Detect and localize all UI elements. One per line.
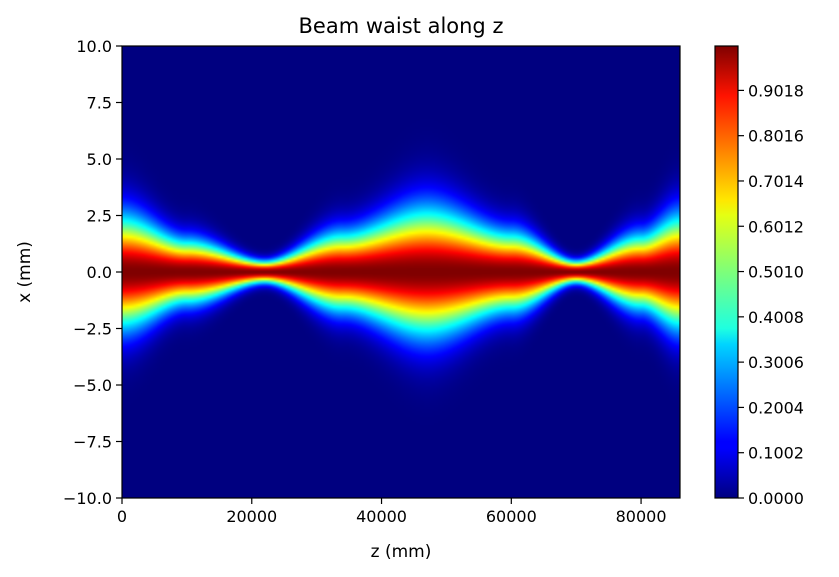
y-tick-label: 5.0 bbox=[87, 150, 112, 169]
heatmap-image bbox=[122, 46, 680, 498]
y-tick-label: −2.5 bbox=[73, 320, 112, 339]
y-axis: 10.0 7.5 5.0 2.5 0.0 −2.5 −5.0 −7.5 −10.0 bbox=[63, 37, 122, 508]
x-axis-label: z (mm) bbox=[371, 542, 432, 562]
y-tick-label: 7.5 bbox=[87, 94, 112, 113]
colorbar-tick-label: 0.2004 bbox=[748, 398, 804, 417]
y-tick-label: −10.0 bbox=[63, 489, 112, 508]
colorbar-tick-label: 0.8016 bbox=[748, 127, 804, 146]
colorbar-tick-label: 0.3006 bbox=[748, 353, 804, 372]
x-tick-label: 40000 bbox=[356, 507, 407, 526]
y-tick-label: 2.5 bbox=[87, 207, 112, 226]
y-tick-label: 10.0 bbox=[76, 37, 112, 56]
x-tick-label: 80000 bbox=[616, 507, 667, 526]
x-tick-label: 60000 bbox=[486, 507, 537, 526]
x-tick-label: 20000 bbox=[226, 507, 277, 526]
chart-title: Beam waist along z bbox=[299, 14, 504, 38]
colorbar-tick-label: 0.9018 bbox=[748, 81, 804, 100]
colorbar-tick-label: 0.6012 bbox=[748, 217, 804, 236]
colorbar-tick-label: 0.4008 bbox=[748, 308, 804, 327]
y-axis-label: x (mm) bbox=[15, 241, 35, 303]
y-tick-label: −5.0 bbox=[73, 376, 112, 395]
colorbar-tick-label: 0.7014 bbox=[748, 172, 804, 191]
colorbar-gradient bbox=[715, 46, 738, 498]
x-axis: 0 20000 40000 60000 80000 bbox=[117, 498, 667, 526]
x-tick-label: 0 bbox=[117, 507, 127, 526]
colorbar-tick-label: 0.1002 bbox=[748, 444, 804, 463]
colorbar-tick-label: 0.0000 bbox=[748, 489, 804, 508]
colorbar: 0.0000 0.1002 0.2004 0.3006 0.4008 0.5010 0.60… bbox=[714, 45, 804, 508]
colorbar-ticks: 0.0000 0.1002 0.2004 0.3006 0.4008 0.5010 0.60… bbox=[738, 81, 804, 508]
heatmap-plot-area bbox=[121, 45, 681, 499]
y-tick-label: 0.0 bbox=[87, 263, 112, 282]
y-tick-label: −7.5 bbox=[73, 433, 112, 452]
colorbar-tick-label: 0.5010 bbox=[748, 263, 804, 282]
